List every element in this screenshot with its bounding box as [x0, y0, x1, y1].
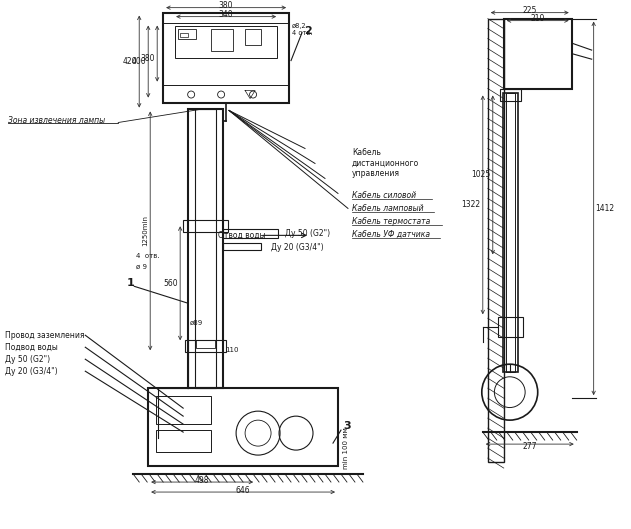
Text: 646: 646	[236, 486, 251, 495]
Bar	[503, 93, 518, 372]
Text: 1412: 1412	[596, 204, 615, 213]
Text: 380: 380	[219, 1, 233, 10]
Text: Ду 50 (G2"): Ду 50 (G2")	[6, 355, 50, 364]
Text: Кабель УФ датчика: Кабель УФ датчика	[352, 230, 430, 239]
Text: Ду 20 (G3/4"): Ду 20 (G3/4")	[6, 367, 58, 376]
Bar	[488, 19, 504, 462]
Bar	[223, 243, 261, 250]
Text: Кабель ламповый: Кабель ламповый	[352, 204, 423, 213]
Bar	[196, 340, 215, 348]
Text: 400: 400	[132, 57, 146, 66]
Text: 4  отв.: 4 отв.	[136, 253, 160, 259]
Text: Ду 50 (G2"): Ду 50 (G2")	[285, 229, 330, 238]
Text: Ду 20 (G3/4"): Ду 20 (G3/4")	[271, 243, 324, 252]
Bar	[504, 19, 572, 88]
Bar	[498, 317, 522, 337]
Text: 560: 560	[163, 279, 178, 288]
Bar	[156, 396, 211, 424]
Text: Кабель термостата: Кабель термостата	[352, 217, 430, 226]
Text: Провод заземления: Провод заземления	[6, 331, 85, 340]
Bar	[163, 13, 289, 103]
Bar	[195, 108, 216, 388]
Bar	[223, 230, 278, 239]
Text: 225: 225	[522, 6, 537, 15]
Text: Подвод воды: Подвод воды	[6, 343, 58, 352]
Text: 210: 210	[531, 14, 545, 23]
Bar	[211, 29, 233, 51]
Text: Отвод воды: Отвод воды	[218, 231, 266, 240]
Bar	[500, 88, 521, 101]
Bar	[185, 340, 226, 352]
Text: 498: 498	[195, 476, 209, 485]
Bar	[506, 93, 515, 372]
Text: 380: 380	[141, 54, 155, 63]
Text: 1322: 1322	[462, 200, 481, 209]
Text: ø 9: ø 9	[136, 263, 147, 269]
Bar	[148, 388, 338, 466]
Text: Зона извлечения лампы: Зона извлечения лампы	[8, 116, 105, 125]
Bar	[188, 108, 223, 388]
Text: Кабель
дистанционного
управления: Кабель дистанционного управления	[352, 149, 419, 178]
Bar	[178, 29, 196, 39]
Text: ø8,2
4 отв.: ø8,2 4 отв.	[292, 23, 312, 35]
Bar	[183, 221, 228, 232]
Bar	[245, 29, 261, 44]
Text: min 100 мм: min 100 мм	[343, 427, 349, 469]
Bar	[180, 33, 188, 37]
Text: 1: 1	[126, 278, 134, 288]
Text: ø89: ø89	[190, 320, 203, 326]
Text: 3: 3	[343, 421, 351, 431]
Bar	[156, 430, 211, 452]
Text: 277: 277	[522, 442, 537, 451]
Text: 1025: 1025	[471, 170, 491, 179]
Text: Кабель силовой: Кабель силовой	[352, 191, 416, 200]
Bar	[175, 25, 277, 58]
Text: 420: 420	[122, 57, 137, 66]
Text: 2: 2	[304, 25, 312, 35]
Text: 1250min: 1250min	[142, 215, 148, 246]
Text: 340: 340	[219, 10, 233, 19]
Text: 110: 110	[225, 347, 239, 353]
